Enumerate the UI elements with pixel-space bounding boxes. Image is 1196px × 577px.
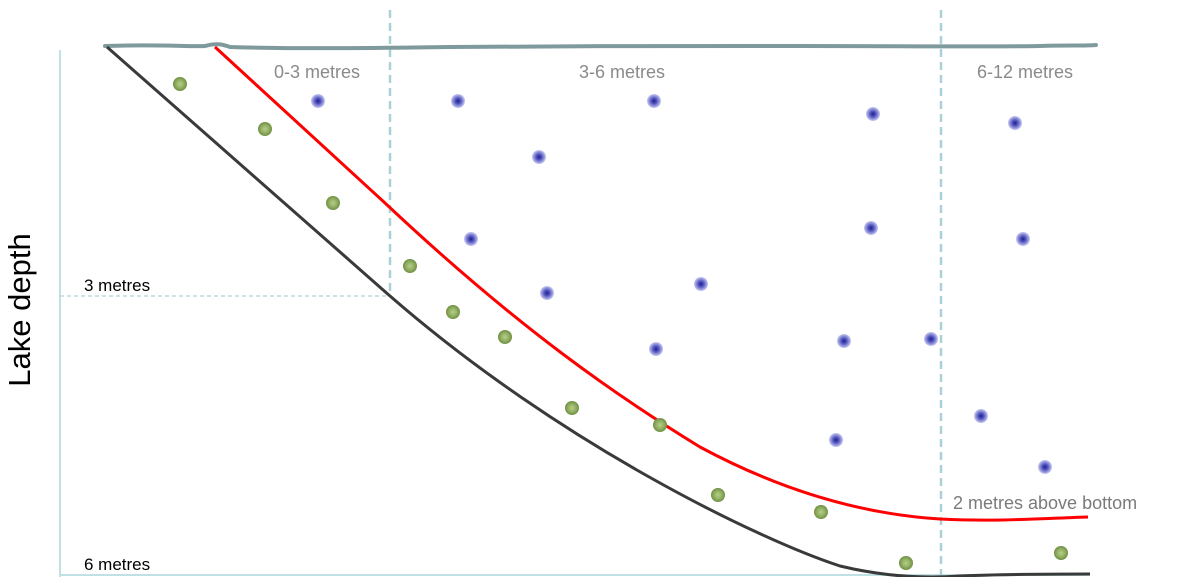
bottom-sample-dot — [814, 505, 828, 519]
water-column-sample-dot — [464, 232, 478, 246]
bottom-sample-dot — [899, 556, 913, 570]
water-column-sample-dot — [1038, 460, 1052, 474]
water-column-sample-dots — [311, 94, 1052, 474]
bottom-sample-dot — [1054, 546, 1068, 560]
water-column-sample-dot — [694, 277, 708, 291]
water-column-sample-dot — [974, 409, 988, 423]
water-column-sample-dot — [1016, 232, 1030, 246]
two-metres-above-bottom-line — [213, 45, 1089, 522]
zone-label-6-12m: 6-12 metres — [977, 62, 1073, 82]
bottom-sample-dot — [653, 418, 667, 432]
bottom-sample-dot — [403, 259, 417, 273]
water-column-sample-dot — [837, 334, 851, 348]
axis-title-lake-depth: Lake depth — [2, 233, 37, 386]
water-column-sample-dot — [829, 433, 843, 447]
water-column-sample-dot — [451, 94, 465, 108]
bottom-sample-dot — [173, 77, 187, 91]
water-column-sample-dot — [540, 286, 554, 300]
depth-label-6m: 6 metres — [84, 555, 150, 574]
bottom-sample-dot — [565, 401, 579, 415]
zone-label-3-6m: 3-6 metres — [579, 62, 665, 82]
water-column-sample-dot — [649, 342, 663, 356]
bottom-sample-dot — [498, 330, 512, 344]
water-column-sample-dot — [924, 332, 938, 346]
bottom-sample-dot — [446, 305, 460, 319]
depth-label-3m: 3 metres — [84, 276, 150, 295]
bottom-sample-dots — [173, 77, 1068, 570]
lake-bottom-line — [106, 45, 1091, 577]
two-metres-above-bottom-label: 2 metres above bottom — [953, 493, 1137, 513]
water-column-sample-dot — [864, 221, 878, 235]
water-column-sample-dot — [532, 150, 546, 164]
zone-label-0-3m: 0-3 metres — [274, 62, 360, 82]
water-surface-line — [103, 42, 1098, 51]
water-column-sample-dot — [311, 94, 325, 108]
water-column-sample-dot — [1008, 116, 1022, 130]
bottom-sample-dot — [326, 196, 340, 210]
bottom-sample-dot — [711, 488, 725, 502]
water-column-sample-dot — [866, 107, 880, 121]
bottom-sample-dot — [258, 122, 272, 136]
water-column-sample-dot — [647, 94, 661, 108]
